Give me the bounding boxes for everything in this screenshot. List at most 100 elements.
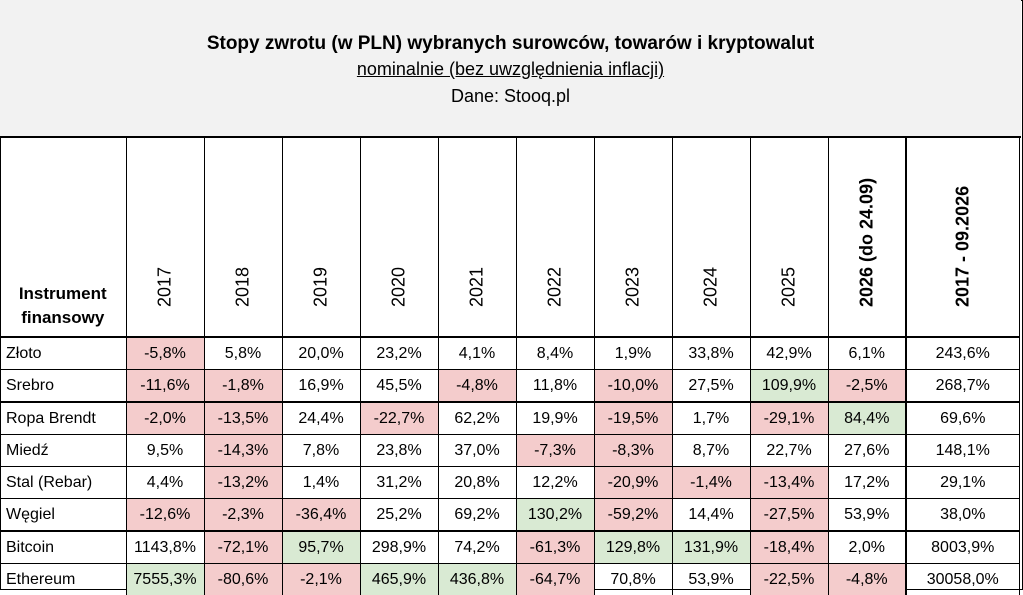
return-cell: 69,2% xyxy=(438,499,516,532)
instrument-header-line2: finansowy xyxy=(0,306,126,330)
column-header: 2025 xyxy=(750,138,828,337)
return-cell: -19,5% xyxy=(594,402,672,435)
return-cell: -4,8% xyxy=(438,370,516,403)
return-cell: 27,6% xyxy=(828,435,906,467)
return-cell: 25,2% xyxy=(360,499,438,532)
header-row: Instrument finansowy 2017 2018 2019 2020 202… xyxy=(0,138,1019,337)
return-cell: 23,8% xyxy=(360,435,438,467)
return-cell: 70,8% xyxy=(594,564,672,595)
return-cell: 23,2% xyxy=(360,337,438,370)
return-cell: 33,8% xyxy=(672,337,750,370)
column-header: 2018 xyxy=(204,138,282,337)
return-cell: -80,6% xyxy=(204,564,282,595)
return-cell: -2,0% xyxy=(126,402,204,435)
return-cell: -72,1% xyxy=(204,531,282,564)
return-cell: -7,3% xyxy=(516,435,594,467)
return-cell: 37,0% xyxy=(438,435,516,467)
return-cell: 11,8% xyxy=(516,370,594,403)
return-cell: 95,7% xyxy=(282,531,360,564)
return-cell: -13,5% xyxy=(204,402,282,435)
column-header-label: 2024 xyxy=(701,267,722,307)
return-cell: -2,3% xyxy=(204,499,282,532)
return-cell: 30058,0% xyxy=(906,564,1019,595)
return-cell: -10,0% xyxy=(594,370,672,403)
return-cell: -29,1% xyxy=(750,402,828,435)
column-header: 2019 xyxy=(282,138,360,337)
table-row: Ropa Brendt-2,0%-13,5%24,4%-22,7%62,2%19… xyxy=(0,402,1019,435)
return-cell: 69,6% xyxy=(906,402,1019,435)
instrument-header-line1: Instrument xyxy=(0,282,126,306)
return-cell: 1,9% xyxy=(594,337,672,370)
return-cell: -1,4% xyxy=(672,467,750,499)
return-cell: -14,3% xyxy=(204,435,282,467)
return-cell: 27,5% xyxy=(672,370,750,403)
table-row: Stal (Rebar)4,4%-13,2%1,4%31,2%20,8%12,2… xyxy=(0,467,1019,499)
column-header: 2021 xyxy=(438,138,516,337)
column-header-label: 2026 (do 24.09) xyxy=(856,178,877,307)
return-cell: 129,8% xyxy=(594,531,672,564)
instrument-name: Ropa Brendt xyxy=(0,402,126,435)
return-cell: -18,4% xyxy=(750,531,828,564)
page-subtitle: nominalnie (bez uwzględnienia inflacji) xyxy=(0,59,1021,80)
return-cell: 84,4% xyxy=(828,402,906,435)
return-cell: 20,0% xyxy=(282,337,360,370)
return-cell: 8,7% xyxy=(672,435,750,467)
return-cell: -27,5% xyxy=(750,499,828,532)
return-cell: 4,1% xyxy=(438,337,516,370)
return-cell: 8,4% xyxy=(516,337,594,370)
return-cell: -2,5% xyxy=(828,370,906,403)
instrument-header: Instrument finansowy xyxy=(0,138,126,337)
column-header: 2023 xyxy=(594,138,672,337)
return-cell: 22,7% xyxy=(750,435,828,467)
return-cell: -5,8% xyxy=(126,337,204,370)
return-cell: 5,8% xyxy=(204,337,282,370)
return-cell: 131,9% xyxy=(672,531,750,564)
return-cell: -36,4% xyxy=(282,499,360,532)
data-source: Dane: Stooq.pl xyxy=(0,86,1021,107)
column-header: 2026 (do 24.09) xyxy=(828,138,906,337)
column-header: 2017 - 09.2026 xyxy=(906,138,1019,337)
return-cell: -22,7% xyxy=(360,402,438,435)
return-cell: -13,4% xyxy=(750,467,828,499)
return-cell: 29,1% xyxy=(906,467,1019,499)
return-cell: 53,9% xyxy=(672,564,750,595)
return-cell: 1143,8% xyxy=(126,531,204,564)
instrument-name: Złoto xyxy=(0,337,126,370)
return-cell: 2,0% xyxy=(828,531,906,564)
return-cell: 9,5% xyxy=(126,435,204,467)
return-cell: 8003,9% xyxy=(906,531,1019,564)
instrument-name: Miedź xyxy=(0,435,126,467)
return-cell: 109,9% xyxy=(750,370,828,403)
return-cell: 62,2% xyxy=(438,402,516,435)
return-cell: 4,4% xyxy=(126,467,204,499)
column-header-label: 2018 xyxy=(233,267,254,307)
return-cell: 45,5% xyxy=(360,370,438,403)
table-row: Węgiel-12,6%-2,3%-36,4%25,2%69,2%130,2% -… xyxy=(0,499,1019,532)
page-title: Stopy zwrotu (w PLN) wybranych surowców,… xyxy=(0,33,1021,55)
column-header-label: 2023 xyxy=(623,267,644,307)
table-row: Złoto-5,8%5,8%20,0%23,2%4,1%8,4%1,9%33,8… xyxy=(0,337,1019,370)
return-cell: 465,9% xyxy=(360,564,438,595)
column-header-label: 2020 xyxy=(389,267,410,307)
return-cell: 148,1% xyxy=(906,435,1019,467)
returns-table: Instrument finansowy 2017 2018 2019 2020 202… xyxy=(0,138,1020,595)
return-cell: 19,9% xyxy=(516,402,594,435)
return-cell: -22,5% xyxy=(750,564,828,595)
return-cell: -8,3% xyxy=(594,435,672,467)
return-cell: 268,7% xyxy=(906,370,1019,403)
return-cell: 24,4% xyxy=(282,402,360,435)
return-cell: 130,2% xyxy=(516,499,594,532)
return-cell: 298,9% xyxy=(360,531,438,564)
return-cell: -20,9% xyxy=(594,467,672,499)
column-header-label: 2025 xyxy=(779,267,800,307)
instrument-name: Węgiel xyxy=(0,499,126,532)
return-cell: -12,6% xyxy=(126,499,204,532)
return-cell: 7555,3% xyxy=(126,564,204,595)
return-cell: -13,2% xyxy=(204,467,282,499)
column-header: 2017 xyxy=(126,138,204,337)
column-header: 2024 xyxy=(672,138,750,337)
return-cell: 6,1% xyxy=(828,337,906,370)
return-cell: 243,6% xyxy=(906,337,1019,370)
